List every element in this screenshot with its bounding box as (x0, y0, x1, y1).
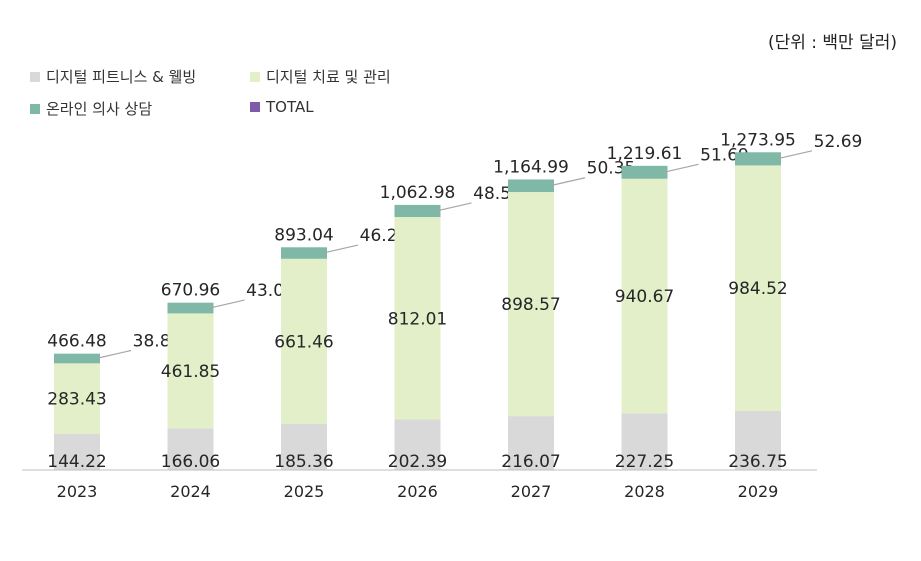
legend-swatch-consult (30, 103, 40, 114)
bar-therapy (508, 192, 554, 417)
leader-line-consult (436, 202, 472, 212)
x-tick-label: 2026 (397, 482, 438, 501)
bar-therapy (621, 178, 668, 414)
data-label-total: 1,164.99 (493, 157, 569, 177)
bar-therapy (281, 258, 327, 424)
data-label-total: 1,062.98 (380, 183, 456, 203)
leader-line-consult (776, 150, 813, 160)
unit-note: (단위 : 백만 달러) (767, 33, 897, 53)
bar-consult (508, 179, 554, 193)
bar-fitness (167, 428, 214, 470)
bar-therapy (54, 363, 100, 435)
legend-item-consult: 온라인 의사 상담 (30, 98, 152, 119)
leader-line-consult (322, 244, 359, 254)
data-label-total: 670.96 (161, 281, 220, 301)
data-label-therapy: 898.57 (501, 295, 560, 315)
bar-fitness (621, 413, 668, 470)
bar-consult (735, 152, 781, 166)
bar-therapy (167, 313, 214, 429)
x-tick-label: 2028 (624, 482, 665, 501)
bar-fitness (508, 416, 554, 470)
legend-swatch-fitness (30, 71, 40, 82)
leader-line-consult (663, 163, 699, 173)
bar-consult (394, 204, 441, 218)
legend-label-consult: 온라인 의사 상담 (46, 100, 153, 118)
x-tick-label: 2029 (738, 482, 779, 501)
legend-item-total: TOTAL (250, 98, 314, 116)
legend-swatch-therapy (250, 71, 260, 82)
legend-label-total: TOTAL (266, 98, 314, 116)
data-label-therapy: 661.46 (274, 332, 333, 352)
data-label-total: 466.48 (47, 332, 106, 352)
x-tick-label: 2025 (284, 482, 325, 501)
data-label-total: 1,219.61 (607, 144, 683, 164)
data-label-therapy: 812.01 (388, 309, 447, 329)
legend-item-fitness: 디지털 피트니스 & 웰빙 (30, 66, 196, 87)
x-tick-label: 2027 (511, 482, 552, 501)
bar-consult (54, 353, 100, 364)
leader-line-consult (549, 177, 586, 187)
data-label-fitness: 202.39 (388, 452, 447, 472)
data-label-therapy: 984.52 (728, 279, 787, 299)
bar-fitness (54, 434, 100, 470)
data-label-fitness: 227.25 (615, 452, 674, 472)
legend-label-therapy: 디지털 치료 및 관리 (266, 68, 391, 86)
data-label-fitness: 185.36 (274, 452, 333, 472)
data-label-total: 1,273.95 (720, 130, 796, 150)
data-label-therapy: 283.43 (47, 390, 106, 410)
legend-label-fitness: 디지털 피트니스 & 웰빙 (46, 68, 197, 86)
bar-consult (621, 165, 668, 179)
bar-fitness (394, 419, 441, 470)
bar-therapy (394, 217, 441, 420)
data-label-consult: 52.69 (814, 132, 863, 152)
data-label-therapy: 940.67 (615, 287, 674, 307)
data-label-total: 893.04 (274, 225, 333, 245)
bar-consult (281, 247, 327, 259)
legend-item-therapy: 디지털 치료 및 관리 (250, 66, 391, 87)
bar-fitness (281, 423, 327, 470)
data-label-fitness: 166.06 (161, 452, 220, 472)
bar-fitness (735, 410, 781, 470)
data-label-fitness: 216.07 (501, 452, 560, 472)
x-tick-label: 2024 (170, 482, 211, 501)
data-label-therapy: 461.85 (161, 362, 220, 382)
leader-line-consult (209, 299, 245, 309)
bar-therapy (735, 165, 781, 411)
data-label-fitness: 236.75 (728, 452, 787, 472)
leader-line-consult (95, 349, 132, 360)
x-tick-label: 2023 (57, 482, 98, 501)
bar-consult (167, 302, 214, 314)
data-label-fitness: 144.22 (47, 452, 106, 472)
legend-swatch-total (250, 102, 260, 112)
